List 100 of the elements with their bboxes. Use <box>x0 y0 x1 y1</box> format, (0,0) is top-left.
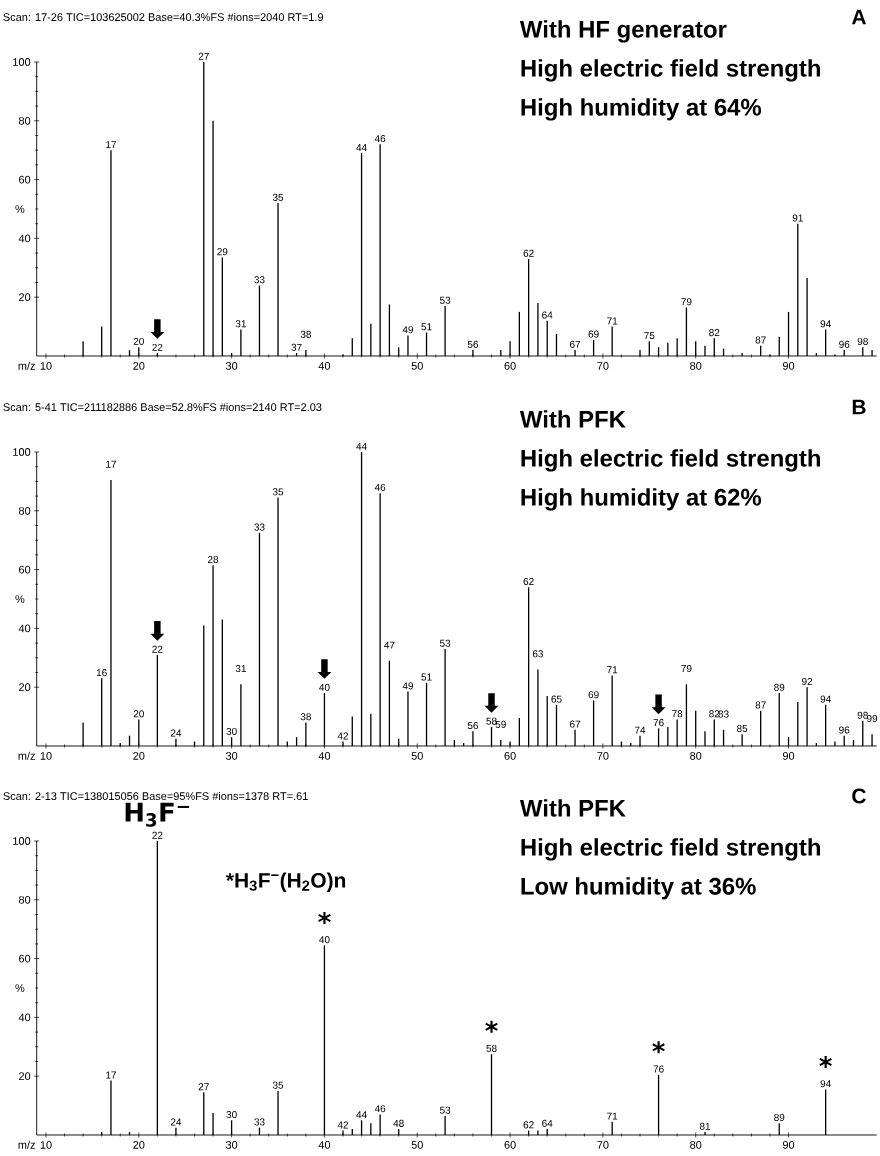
annotation: 35 <box>272 193 284 201</box>
annotation: 42 <box>337 732 349 740</box>
annotation: 87 <box>755 336 766 344</box>
y-tick-label: 60 <box>19 175 31 184</box>
x-tick-label: 90 <box>782 752 795 760</box>
annotation: 85 <box>737 724 748 733</box>
x-tick-label: 10 <box>40 362 52 370</box>
annotation: 53 <box>439 639 451 647</box>
annotation: 56 <box>467 340 479 348</box>
x-tick-label: 10 <box>40 1141 52 1149</box>
annotation: 96 <box>839 340 850 348</box>
annotation: Low humidity at 36% <box>521 877 756 900</box>
x-tick-label: 90 <box>782 362 795 370</box>
x-tick-label: 70 <box>597 752 609 760</box>
annotation: 62 <box>523 1121 534 1129</box>
annotation: 76 <box>653 1065 664 1073</box>
annotation: 69 <box>588 691 599 699</box>
annotation: 40 <box>319 683 330 691</box>
annotation: 48 <box>393 1119 404 1127</box>
x-tick-label: 60 <box>504 362 516 370</box>
chart-subtitle: Scan: 17-26 TIC=103625002 Base=40.3%FS #ions=2040 RT=1.9 <box>3 12 324 22</box>
chart-title: A <box>851 9 866 25</box>
annotation: 22 <box>152 343 163 351</box>
annotation: 37 <box>291 343 302 351</box>
annotation: 35 <box>272 488 284 496</box>
y-tick-label: 20 <box>19 293 31 302</box>
annotation: 58 <box>486 717 497 725</box>
x-tick-label: 20 <box>133 362 145 370</box>
annotation: 30 <box>226 1111 237 1119</box>
y-tick-label: 40 <box>18 1013 31 1022</box>
chart-subtitle: Scan: 2-13 TIC=138015056 Base=95%FS #ions=1378 RT=.61 <box>3 791 308 801</box>
annotation: * <box>652 1041 665 1054</box>
x-tick-label: 80 <box>690 362 702 370</box>
text: With PFK <box>519 410 626 428</box>
annotation: 59 <box>495 720 506 728</box>
annotation: 69 <box>588 330 599 338</box>
x-tick-label: 50 <box>411 362 423 370</box>
annotation: High humidity at 64% <box>521 98 762 121</box>
annotation: 44 <box>356 442 367 450</box>
x-tick-label: 60 <box>504 752 516 760</box>
annotation: 98 <box>857 337 868 345</box>
annotation: 89 <box>774 683 785 691</box>
annotation: 71 <box>607 1112 618 1120</box>
annotation: 46 <box>374 135 386 143</box>
x-axis-title: m/z <box>18 751 35 760</box>
annotation: 87 <box>755 701 766 709</box>
x-tick-label: 30 <box>225 752 238 760</box>
annotation: 51 <box>421 673 432 681</box>
text: With PFK <box>519 799 626 817</box>
annotation: 63 <box>532 650 544 658</box>
annotation: 31 <box>235 320 246 328</box>
text: With HF generator <box>519 20 727 43</box>
x-tick-label: 30 <box>225 1141 238 1149</box>
annotation: 24 <box>170 729 182 737</box>
annotation: 62 <box>523 577 534 586</box>
x-tick-label: 40 <box>318 362 331 370</box>
x-tick-label: 50 <box>411 1141 423 1149</box>
annotation: High electric field strength <box>521 449 820 472</box>
annotation: * <box>485 1020 498 1033</box>
annotation: 17 <box>106 460 116 468</box>
y-axis-title: % <box>15 205 25 213</box>
annotation: 42 <box>337 1121 349 1129</box>
annotation: 74 <box>634 726 646 734</box>
y-tick-label: 100 <box>13 448 31 456</box>
annotation: 79 <box>681 298 692 306</box>
annotation: 44 <box>356 144 367 151</box>
annotation: *H$_{3}$F$^{−}$(H$_{2}$O)n <box>225 872 346 892</box>
annotation: 24 <box>170 1118 182 1126</box>
annotation: 98 <box>857 711 868 719</box>
x-tick-label: 30 <box>225 362 238 370</box>
annotation: 64 <box>542 1119 553 1127</box>
y-axis-title: % <box>15 984 25 992</box>
annotation: 82 <box>709 329 720 337</box>
chart-title: B <box>852 399 866 415</box>
annotation: 17 <box>106 141 116 148</box>
x-tick-label: 10 <box>40 752 52 760</box>
annotation: 49 <box>402 326 414 334</box>
annotation: 35 <box>272 1081 284 1089</box>
annotation: 22 <box>152 645 163 653</box>
x-tick-label: 70 <box>597 362 609 370</box>
annotation: 78 <box>672 710 683 718</box>
annotation: 20 <box>133 710 144 718</box>
y-tick-label: 60 <box>19 954 31 963</box>
annotation: 51 <box>421 323 432 331</box>
annotation: ⬇ <box>317 659 332 679</box>
annotation: 89 <box>774 1113 785 1122</box>
annotation: 79 <box>681 665 692 673</box>
annotation: * <box>318 911 331 924</box>
annotation: 16 <box>96 669 107 677</box>
annotation: ⬇ <box>150 621 165 641</box>
annotation: 38 <box>300 713 311 721</box>
annotation: 56 <box>467 722 479 730</box>
annotation: 94 <box>820 1080 831 1088</box>
x-tick-label: 40 <box>318 1141 331 1149</box>
annotation: 30 <box>226 727 237 735</box>
annotation: 91 <box>792 214 803 222</box>
x-tick-label: 80 <box>690 1141 702 1149</box>
annotation: 44 <box>356 1111 367 1119</box>
annotation: 67 <box>570 720 581 728</box>
annotation: 62 <box>523 249 534 257</box>
